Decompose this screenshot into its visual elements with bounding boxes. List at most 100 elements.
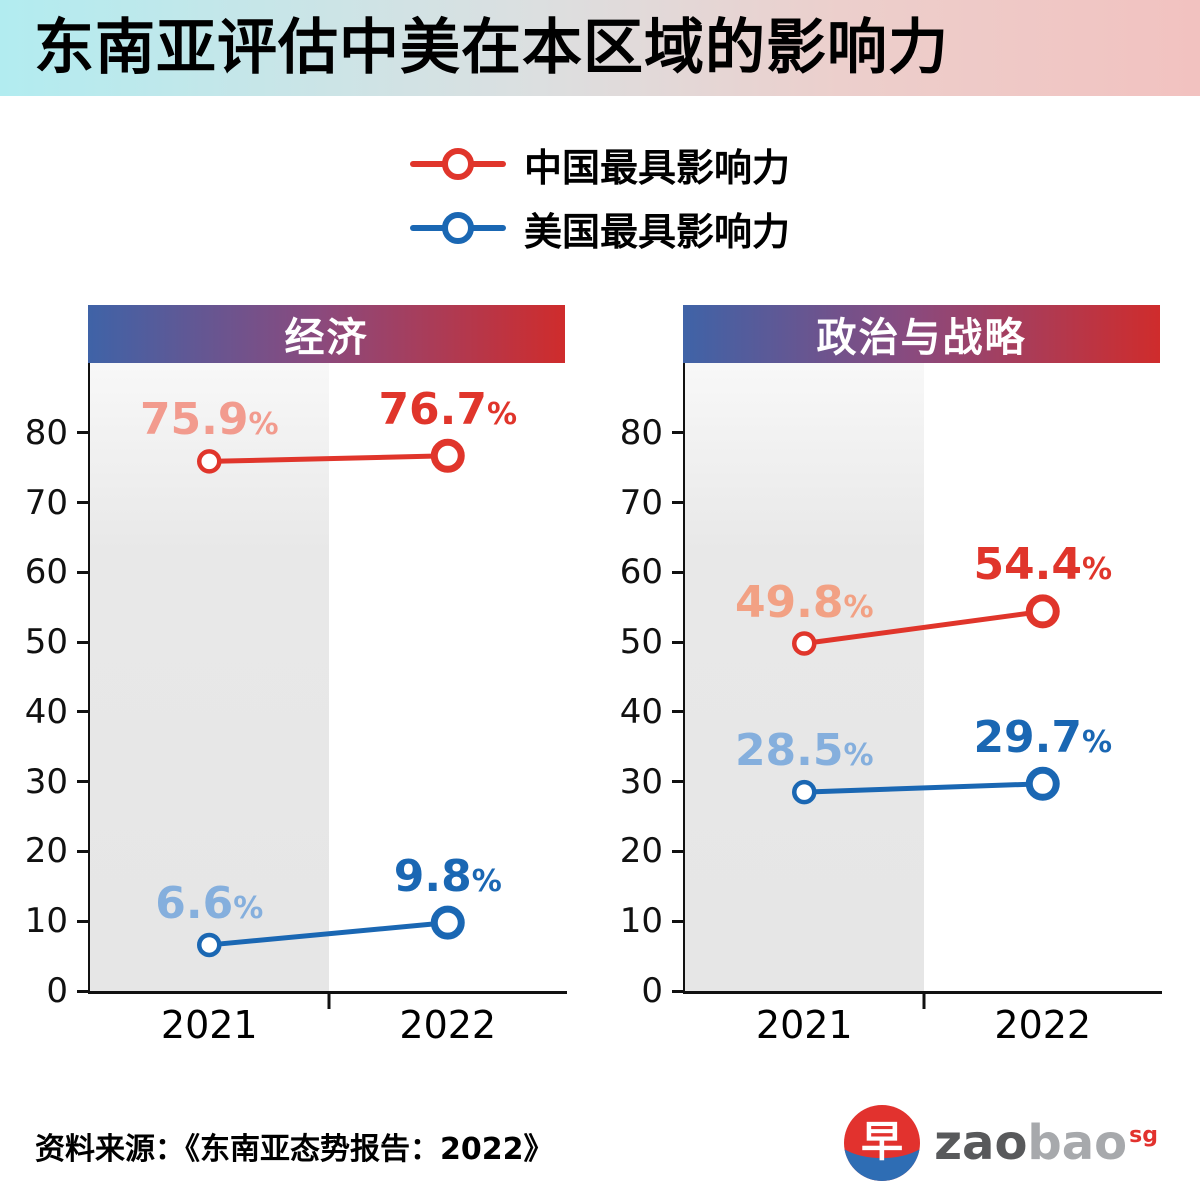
y-tick-label: 70 bbox=[24, 482, 68, 523]
y-tick: 60 bbox=[10, 555, 90, 589]
zaobao-wordmark: zaobaosg bbox=[934, 1115, 1158, 1171]
y-tick-mark bbox=[672, 849, 685, 853]
plot-shade-2021 bbox=[685, 363, 924, 991]
y-tick-mark bbox=[77, 849, 90, 853]
y-tick: 40 bbox=[605, 695, 685, 729]
data-label: 75.9% bbox=[139, 394, 279, 446]
legend: 中国最具影响力 美国最具影响力 bbox=[409, 138, 791, 266]
y-tick-label: 20 bbox=[619, 831, 663, 872]
y-tick: 80 bbox=[605, 416, 685, 450]
y-tick-mark bbox=[77, 570, 90, 574]
legend-label-china: 中国最具影响力 bbox=[523, 145, 791, 190]
china-line-marker bbox=[409, 148, 506, 180]
y-tick-label: 0 bbox=[641, 971, 663, 1011]
chart-economy-canvas bbox=[197, 438, 465, 958]
series-line bbox=[803, 608, 1044, 646]
x-axis-divider-tick bbox=[327, 994, 330, 1009]
y-tick: 80 bbox=[10, 416, 90, 450]
source-note: 资料来源：《东南亚态势报告：2022》 bbox=[35, 1132, 554, 1167]
y-tick-mark bbox=[672, 780, 685, 784]
data-point bbox=[430, 905, 465, 940]
y-tick-mark bbox=[672, 501, 685, 505]
chart-economy-plot: 2021 2022 0 10 20 30 40 50 60 70 80 75.9% 76.7% 6.6%… bbox=[25, 363, 567, 1047]
x-axis-label: 2021 bbox=[160, 1003, 258, 1047]
x-axis-divider-tick bbox=[922, 994, 925, 1009]
page-title: 东南亚评估中美在本区域的影响力 bbox=[34, 13, 949, 83]
x-axis-labels: 2021 2022 bbox=[90, 991, 567, 1047]
series-line bbox=[804, 781, 1043, 795]
zaobao-logo: 早 zaobaosg bbox=[842, 1103, 1158, 1183]
y-tick-mark bbox=[77, 640, 90, 644]
y-tick-mark bbox=[77, 431, 90, 435]
y-tick: 0 bbox=[605, 974, 685, 1008]
chart-politics-plot: 2021 2022 0 10 20 30 40 50 60 70 80 49.8% 54.4% 28.5… bbox=[620, 363, 1162, 1047]
y-tick: 10 bbox=[10, 904, 90, 938]
data-label: 9.8% bbox=[393, 850, 502, 902]
series-line bbox=[209, 920, 448, 948]
legend-label-us: 美国最具影响力 bbox=[523, 209, 791, 254]
y-tick-mark bbox=[77, 780, 90, 784]
y-tick: 0 bbox=[10, 974, 90, 1008]
y-tick-mark bbox=[77, 501, 90, 505]
y-tick-label: 0 bbox=[46, 971, 68, 1011]
data-label: 54.4% bbox=[973, 539, 1113, 591]
china-dot-icon bbox=[441, 148, 474, 180]
y-tick: 30 bbox=[605, 765, 685, 799]
y-tick-label: 50 bbox=[619, 622, 663, 663]
data-point bbox=[792, 631, 817, 656]
y-tick-mark bbox=[672, 710, 685, 714]
y-tick-label: 30 bbox=[24, 761, 68, 802]
y-tick: 10 bbox=[605, 904, 685, 938]
y-tick-label: 40 bbox=[619, 691, 663, 732]
zao-glyph: 早 bbox=[861, 1117, 903, 1166]
data-label: 28.5% bbox=[734, 725, 874, 777]
data-label: 49.8% bbox=[734, 576, 874, 628]
y-tick: 60 bbox=[605, 555, 685, 589]
us-dot-icon bbox=[441, 212, 474, 244]
y-tick-mark bbox=[77, 989, 90, 993]
data-label: 76.7% bbox=[378, 383, 518, 435]
x-axis-labels: 2021 2022 bbox=[685, 991, 1162, 1047]
y-tick-label: 40 bbox=[24, 691, 68, 732]
chart-politics-title: 政治与战略 bbox=[683, 305, 1160, 363]
series-line bbox=[209, 453, 448, 464]
y-tick-label: 80 bbox=[24, 412, 68, 453]
y-tick-mark bbox=[672, 640, 685, 644]
data-point bbox=[1025, 766, 1060, 801]
chart-politics-canvas bbox=[792, 594, 1060, 805]
legend-item-us: 美国最具影响力 bbox=[409, 202, 791, 254]
title-banner: 东南亚评估中美在本区域的影响力 bbox=[0, 0, 1200, 96]
y-tick: 30 bbox=[10, 765, 90, 799]
y-tick-label: 10 bbox=[619, 901, 663, 942]
y-tick-label: 10 bbox=[24, 901, 68, 942]
x-axis-label: 2021 bbox=[755, 1003, 853, 1047]
y-tick-mark bbox=[77, 919, 90, 923]
y-tick: 20 bbox=[605, 834, 685, 868]
y-tick-label: 20 bbox=[24, 831, 68, 872]
legend-item-china: 中国最具影响力 bbox=[409, 138, 791, 190]
y-tick-label: 80 bbox=[619, 412, 663, 453]
y-tick-label: 60 bbox=[619, 552, 663, 593]
data-point bbox=[430, 438, 465, 473]
y-tick: 20 bbox=[10, 834, 90, 868]
x-axis-label: 2022 bbox=[994, 1003, 1092, 1047]
y-tick: 50 bbox=[605, 625, 685, 659]
y-tick-mark bbox=[672, 919, 685, 923]
y-tick-mark bbox=[672, 570, 685, 574]
chart-economy-title: 经济 bbox=[88, 305, 565, 363]
y-tick-label: 60 bbox=[24, 552, 68, 593]
chart-economy: 经济 2021 2022 0 10 20 30 40 50 60 70 80 75.9% 76.7% 6… bbox=[25, 305, 567, 1047]
y-tick-mark bbox=[77, 710, 90, 714]
y-tick-label: 70 bbox=[619, 482, 663, 523]
data-point bbox=[197, 932, 222, 958]
data-label: 29.7% bbox=[973, 711, 1113, 763]
zaobao-logo-icon: 早 bbox=[844, 1105, 921, 1181]
chart-politics: 政治与战略 2021 2022 0 10 20 30 40 50 60 70 80 49.8% 54.… bbox=[620, 305, 1162, 1047]
y-tick-mark bbox=[672, 431, 685, 435]
data-point bbox=[197, 449, 222, 474]
y-tick: 70 bbox=[10, 486, 90, 520]
y-tick-label: 50 bbox=[24, 622, 68, 663]
data-point bbox=[1025, 594, 1060, 629]
y-tick-mark bbox=[672, 989, 685, 993]
